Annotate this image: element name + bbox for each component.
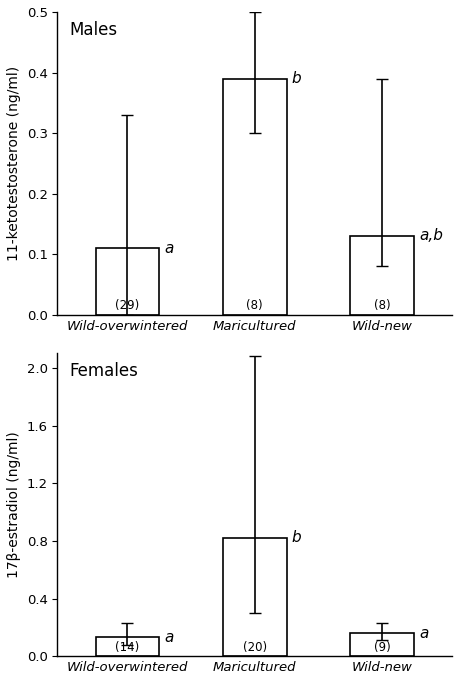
Text: a: a (419, 626, 428, 641)
Bar (350, 236, 414, 315)
Bar (223, 538, 286, 656)
Text: (8): (8) (374, 300, 390, 313)
Text: (9): (9) (374, 641, 391, 654)
Text: a,b: a,b (419, 229, 443, 244)
Text: a: a (164, 630, 174, 645)
Text: (14): (14) (115, 641, 140, 654)
Text: Females: Females (69, 362, 138, 381)
Bar (95, 248, 159, 315)
Y-axis label: 11-ketotestosterone (ng/ml): 11-ketotestosterone (ng/ml) (7, 66, 21, 261)
Text: a: a (164, 240, 174, 255)
Text: b: b (291, 530, 301, 545)
Y-axis label: 17β-estradiol (ng/ml): 17β-estradiol (ng/ml) (7, 432, 21, 578)
Text: (20): (20) (243, 641, 267, 654)
Text: Males: Males (69, 21, 118, 39)
Text: (8): (8) (246, 300, 263, 313)
Bar (350, 633, 414, 656)
Text: b: b (291, 71, 301, 86)
Bar (223, 78, 286, 315)
Text: (29): (29) (115, 300, 140, 313)
Bar (95, 637, 159, 656)
